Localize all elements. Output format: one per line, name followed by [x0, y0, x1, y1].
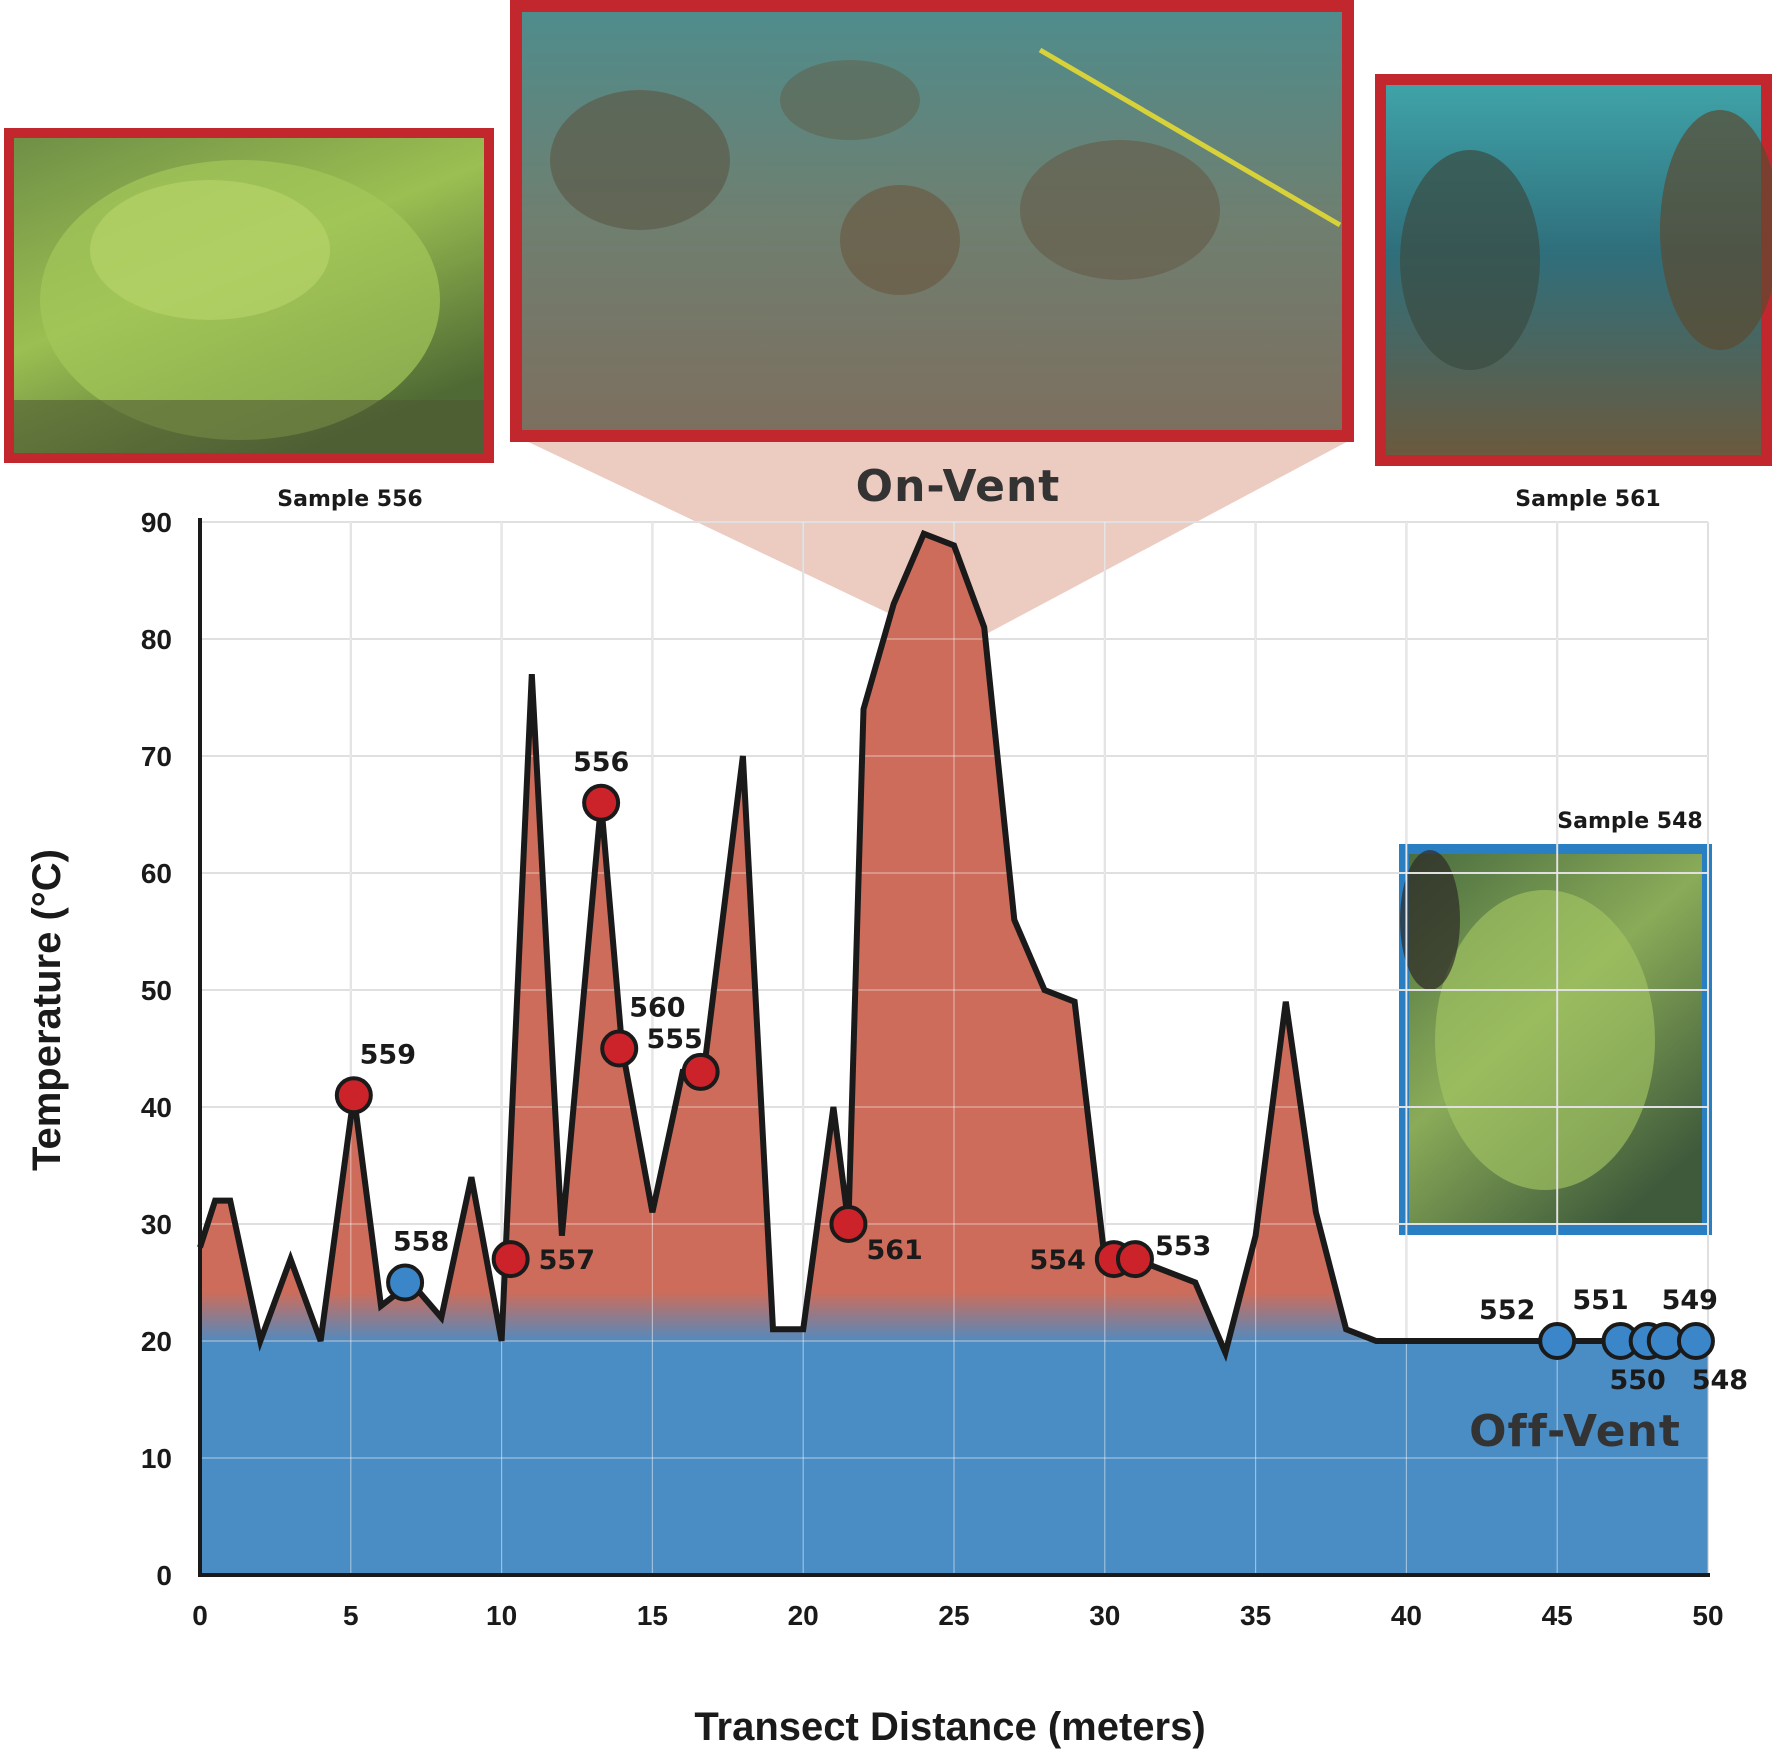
sample-label-556: 556 [573, 747, 629, 778]
x-tick-label: 35 [1240, 1600, 1271, 1631]
y-tick-label: 50 [141, 975, 172, 1006]
x-tick-label: 15 [637, 1600, 668, 1631]
axes [198, 518, 1710, 1577]
sample-marker-559 [334, 1076, 373, 1115]
sample-marker-560 [600, 1029, 639, 1068]
photo-on-vent [510, 0, 1354, 442]
x-tick-label: 30 [1089, 1600, 1120, 1631]
photo-sample-548 [1399, 844, 1712, 1235]
sample-label-558: 558 [393, 1227, 449, 1258]
x-tick-label: 0 [192, 1600, 208, 1631]
x-tick-label: 25 [938, 1600, 969, 1631]
off-vent-label: Off-Vent [1469, 1406, 1681, 1457]
y-tick-label: 10 [141, 1443, 172, 1474]
x-tick-label: 45 [1542, 1600, 1573, 1631]
x-tick-label: 20 [788, 1600, 819, 1631]
y-tick-label: 20 [141, 1326, 172, 1357]
caption-sample-561: Sample 561 [1515, 487, 1660, 512]
sample-label-551: 551 [1572, 1285, 1628, 1316]
caption-sample-556: Sample 556 [277, 487, 422, 512]
sample-label-553: 553 [1155, 1231, 1211, 1262]
x-tick-label: 50 [1692, 1600, 1723, 1631]
sample-label-550: 550 [1609, 1365, 1665, 1396]
photo-sample-561 [1375, 74, 1772, 466]
y-tick-label: 0 [156, 1560, 172, 1591]
y-tick-label: 90 [141, 507, 172, 538]
y-tick-label: 70 [141, 741, 172, 772]
sample-label-559: 559 [360, 1039, 416, 1070]
sample-label-554: 554 [1029, 1245, 1085, 1276]
sample-label-555: 555 [646, 1024, 702, 1055]
sample-label-549: 549 [1662, 1285, 1718, 1316]
sample-marker-553 [1115, 1240, 1154, 1279]
sample-label-560: 560 [629, 993, 685, 1024]
x-tick-label: 10 [486, 1600, 517, 1631]
sample-marker-556 [582, 783, 621, 822]
sample-label-561: 561 [866, 1235, 922, 1266]
y-tick-label: 80 [141, 624, 172, 655]
sample-label-548: 548 [1692, 1365, 1748, 1396]
sample-marker-552 [1538, 1322, 1577, 1360]
sample-label-557: 557 [539, 1245, 595, 1276]
y-axis-title: Temperature (°C) [25, 849, 69, 1171]
x-tick-label: 40 [1391, 1600, 1422, 1631]
y-tick-label: 30 [141, 1209, 172, 1240]
photo-sample-556 [4, 128, 494, 463]
on-vent-label: On-Vent [856, 461, 1061, 512]
sample-marker-557 [491, 1240, 530, 1279]
sample-markers [334, 783, 1715, 1360]
sample-marker-558 [386, 1263, 425, 1302]
y-tick-label: 40 [141, 1092, 172, 1123]
x-axis-title: Transect Distance (meters) [694, 1705, 1205, 1749]
caption-sample-548: Sample 548 [1557, 809, 1702, 834]
sample-marker-561 [829, 1205, 868, 1243]
sample-label-552: 552 [1479, 1295, 1535, 1326]
sample-marker-548 [1676, 1322, 1715, 1360]
x-tick-label: 5 [343, 1600, 359, 1631]
y-tick-labels: 0 10 20 30 40 50 60 70 80 90 [141, 507, 172, 1591]
y-tick-label: 60 [141, 858, 172, 889]
x-tick-labels: 0 5 10 15 20 25 30 35 40 45 50 [192, 1600, 1723, 1631]
sample-marker-555 [681, 1052, 720, 1091]
